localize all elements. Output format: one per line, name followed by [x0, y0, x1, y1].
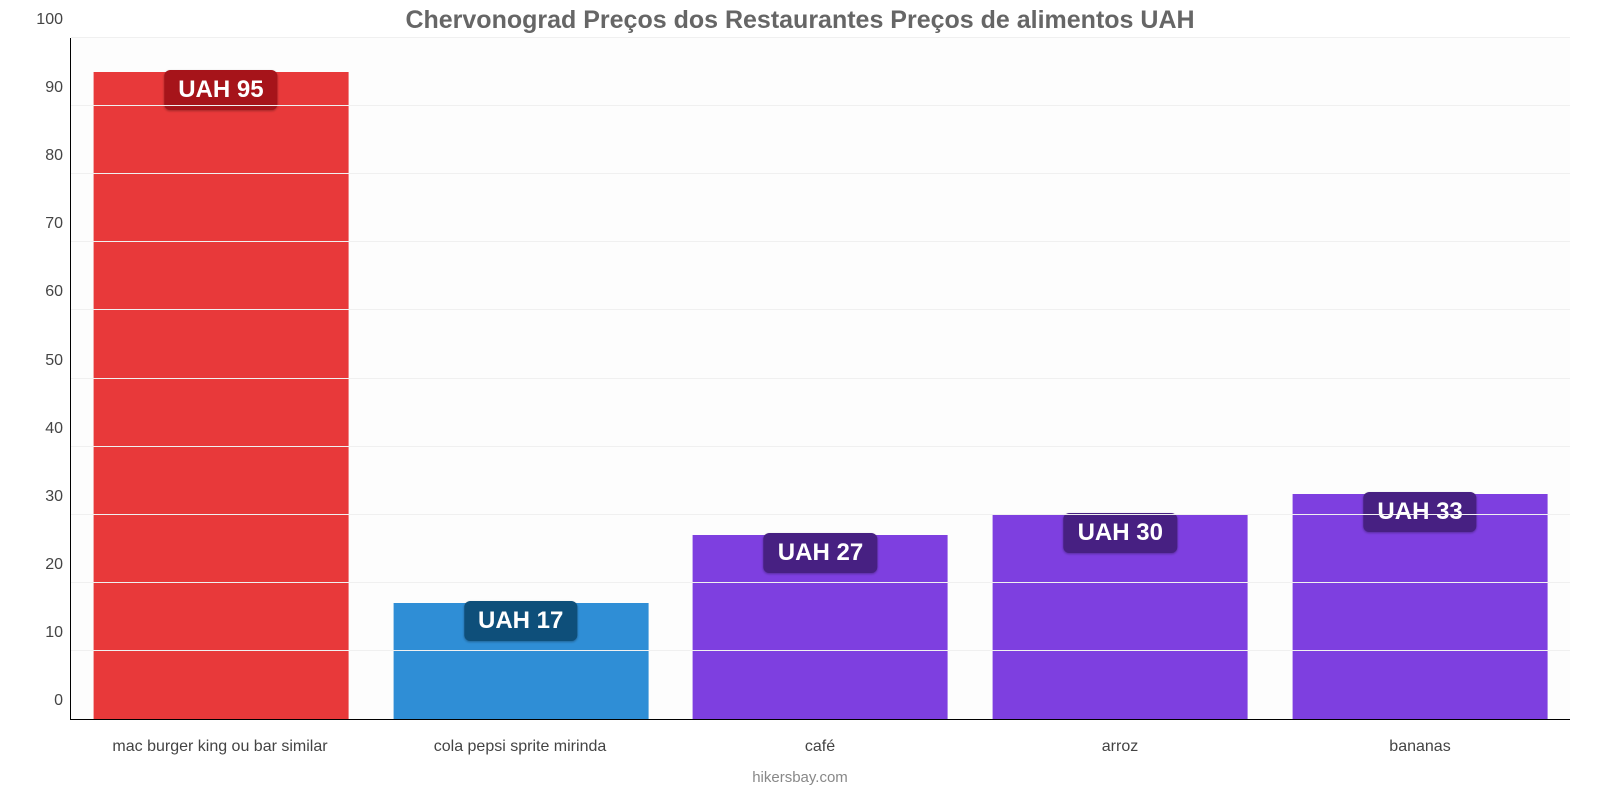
y-tick-label: 90 — [45, 79, 71, 97]
y-tick-label: 100 — [36, 11, 71, 29]
x-tick-label: cola pepsi sprite mirinda — [370, 738, 670, 756]
x-tick-label: bananas — [1270, 738, 1570, 756]
value-badge: UAH 27 — [764, 533, 877, 573]
grid-line — [71, 378, 1570, 379]
grid-line — [71, 582, 1570, 583]
y-tick-label: 10 — [45, 624, 71, 642]
y-tick-label: 60 — [45, 283, 71, 301]
grid-line — [71, 105, 1570, 106]
value-badge: UAH 17 — [464, 601, 577, 641]
source-attribution: hikersbay.com — [0, 769, 1600, 786]
x-tick-label: café — [670, 738, 970, 756]
grid-line — [71, 37, 1570, 38]
bar-slot: UAH 30 — [970, 38, 1270, 719]
bar-slot: UAH 17 — [371, 38, 671, 719]
value-badge: UAH 33 — [1363, 492, 1476, 532]
chart-title: Chervonograd Preços dos Restaurantes Pre… — [0, 6, 1600, 35]
y-tick-label: 80 — [45, 147, 71, 165]
x-tick-label: arroz — [970, 738, 1270, 756]
plot-area: UAH 95UAH 17UAH 27UAH 30UAH 33 010203040… — [70, 38, 1570, 720]
grid-line — [71, 514, 1570, 515]
bars-group: UAH 95 UAH 17 UAH 27 UAH 30 UAH 33 — [71, 38, 1570, 719]
value-badge: UAH 30 — [1064, 513, 1177, 553]
grid-line — [71, 446, 1570, 447]
x-tick-label: mac burger king ou bar similar — [70, 738, 370, 756]
x-axis-labels: mac burger king ou bar similarcola pepsi… — [70, 738, 1570, 756]
y-tick-label: 40 — [45, 420, 71, 438]
chart-container: Chervonograd Preços dos Restaurantes Pre… — [0, 0, 1600, 800]
grid-line — [71, 650, 1570, 651]
bar-slot: UAH 95 — [71, 38, 371, 719]
grid-line — [71, 241, 1570, 242]
bar-slot: UAH 33 — [1270, 38, 1570, 719]
value-badge: UAH 95 — [164, 70, 277, 110]
bar — [93, 72, 348, 719]
y-tick-label: 50 — [45, 352, 71, 370]
y-tick-label: 30 — [45, 488, 71, 506]
y-tick-label: 20 — [45, 556, 71, 574]
y-tick-label: 0 — [54, 692, 71, 710]
y-tick-label: 70 — [45, 215, 71, 233]
grid-line — [71, 309, 1570, 310]
bar-slot: UAH 27 — [671, 38, 971, 719]
grid-line — [71, 173, 1570, 174]
